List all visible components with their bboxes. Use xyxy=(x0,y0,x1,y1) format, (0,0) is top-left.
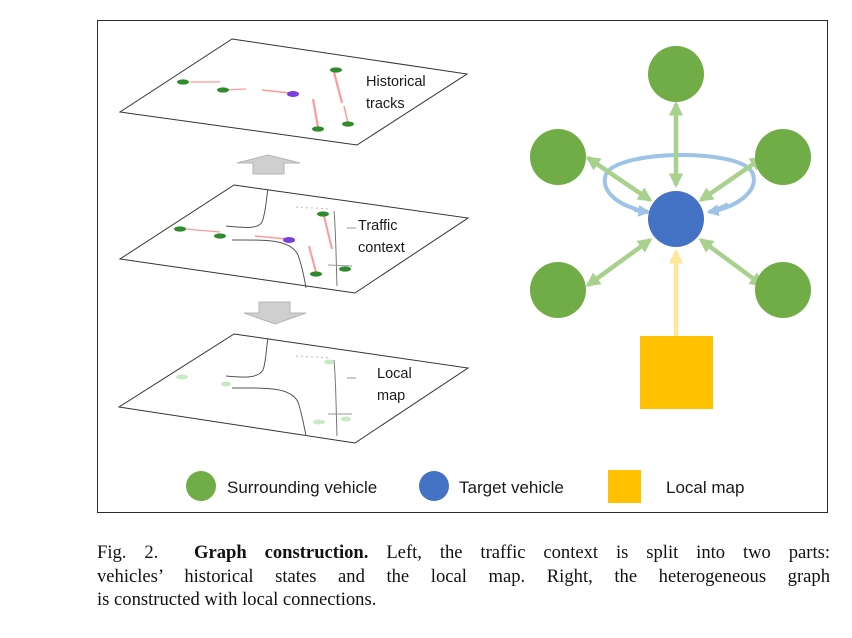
legend-target-label: Target vehicle xyxy=(459,478,564,497)
map-label-line2: map xyxy=(377,388,405,404)
legend-surrounding-icon xyxy=(186,471,216,501)
historical-label-line2: tracks xyxy=(366,96,405,112)
caption-fig-number: Fig. 2. xyxy=(97,542,159,563)
track-lines-context xyxy=(184,215,333,273)
surrounding-vehicle-dots-context xyxy=(174,211,351,277)
vehicle-edges xyxy=(585,101,765,287)
context-label-line2: context xyxy=(358,240,405,256)
road-lines-map xyxy=(225,337,356,437)
surrounding-vehicle-node-upper-left xyxy=(530,129,586,185)
local-map-node xyxy=(640,336,713,409)
legend-surrounding-label: Surrounding vehicle xyxy=(227,478,377,497)
target-vehicle-dot xyxy=(287,91,299,97)
faded-vehicle-marks xyxy=(176,359,351,425)
target-vehicle-node xyxy=(648,191,704,247)
up-arrow xyxy=(236,154,301,175)
caption-line-2: vehicles’ historical states and the loca… xyxy=(97,565,830,587)
legend-map-label: Local map xyxy=(666,478,744,497)
surrounding-vehicle-dots xyxy=(177,67,354,132)
historical-tracks-plane: Historical tracks xyxy=(118,38,469,146)
map-label-line1: Local xyxy=(377,366,412,382)
legend-target-icon xyxy=(419,471,449,501)
traffic-context-plane: Traffic context xyxy=(118,184,470,294)
caption-line1-rest: Left, the traffic context is split into … xyxy=(386,542,831,563)
surrounding-vehicle-node-lower-right xyxy=(755,262,811,318)
caption-title: Graph construction. xyxy=(194,542,369,563)
road-lines xyxy=(225,188,356,289)
caption-line-3: is constructed with local connections. xyxy=(97,589,377,610)
graph-diagram: Historical tracks Traffic xyxy=(117,38,811,503)
surrounding-vehicle-node-upper-right xyxy=(755,129,811,185)
surrounding-vehicle-node-top xyxy=(648,46,704,102)
track-lines xyxy=(190,71,349,128)
legend-map-icon xyxy=(608,470,641,503)
down-arrow xyxy=(243,301,307,325)
surrounding-vehicle-node-lower-left xyxy=(530,262,586,318)
figure-caption: Fig. 2. Graph construction. Left, the tr… xyxy=(97,541,830,612)
historical-label-line1: Historical xyxy=(366,74,426,90)
legend: Surrounding vehicle Target vehicle Local… xyxy=(186,470,744,503)
heterogeneous-graph xyxy=(530,46,811,409)
target-vehicle-dot-context xyxy=(283,237,295,243)
local-map-plane: Local map xyxy=(117,333,470,444)
caption-line-1: Fig. 2. Graph construction. Left, the tr… xyxy=(97,541,830,565)
context-label-line1: Traffic xyxy=(358,218,397,234)
